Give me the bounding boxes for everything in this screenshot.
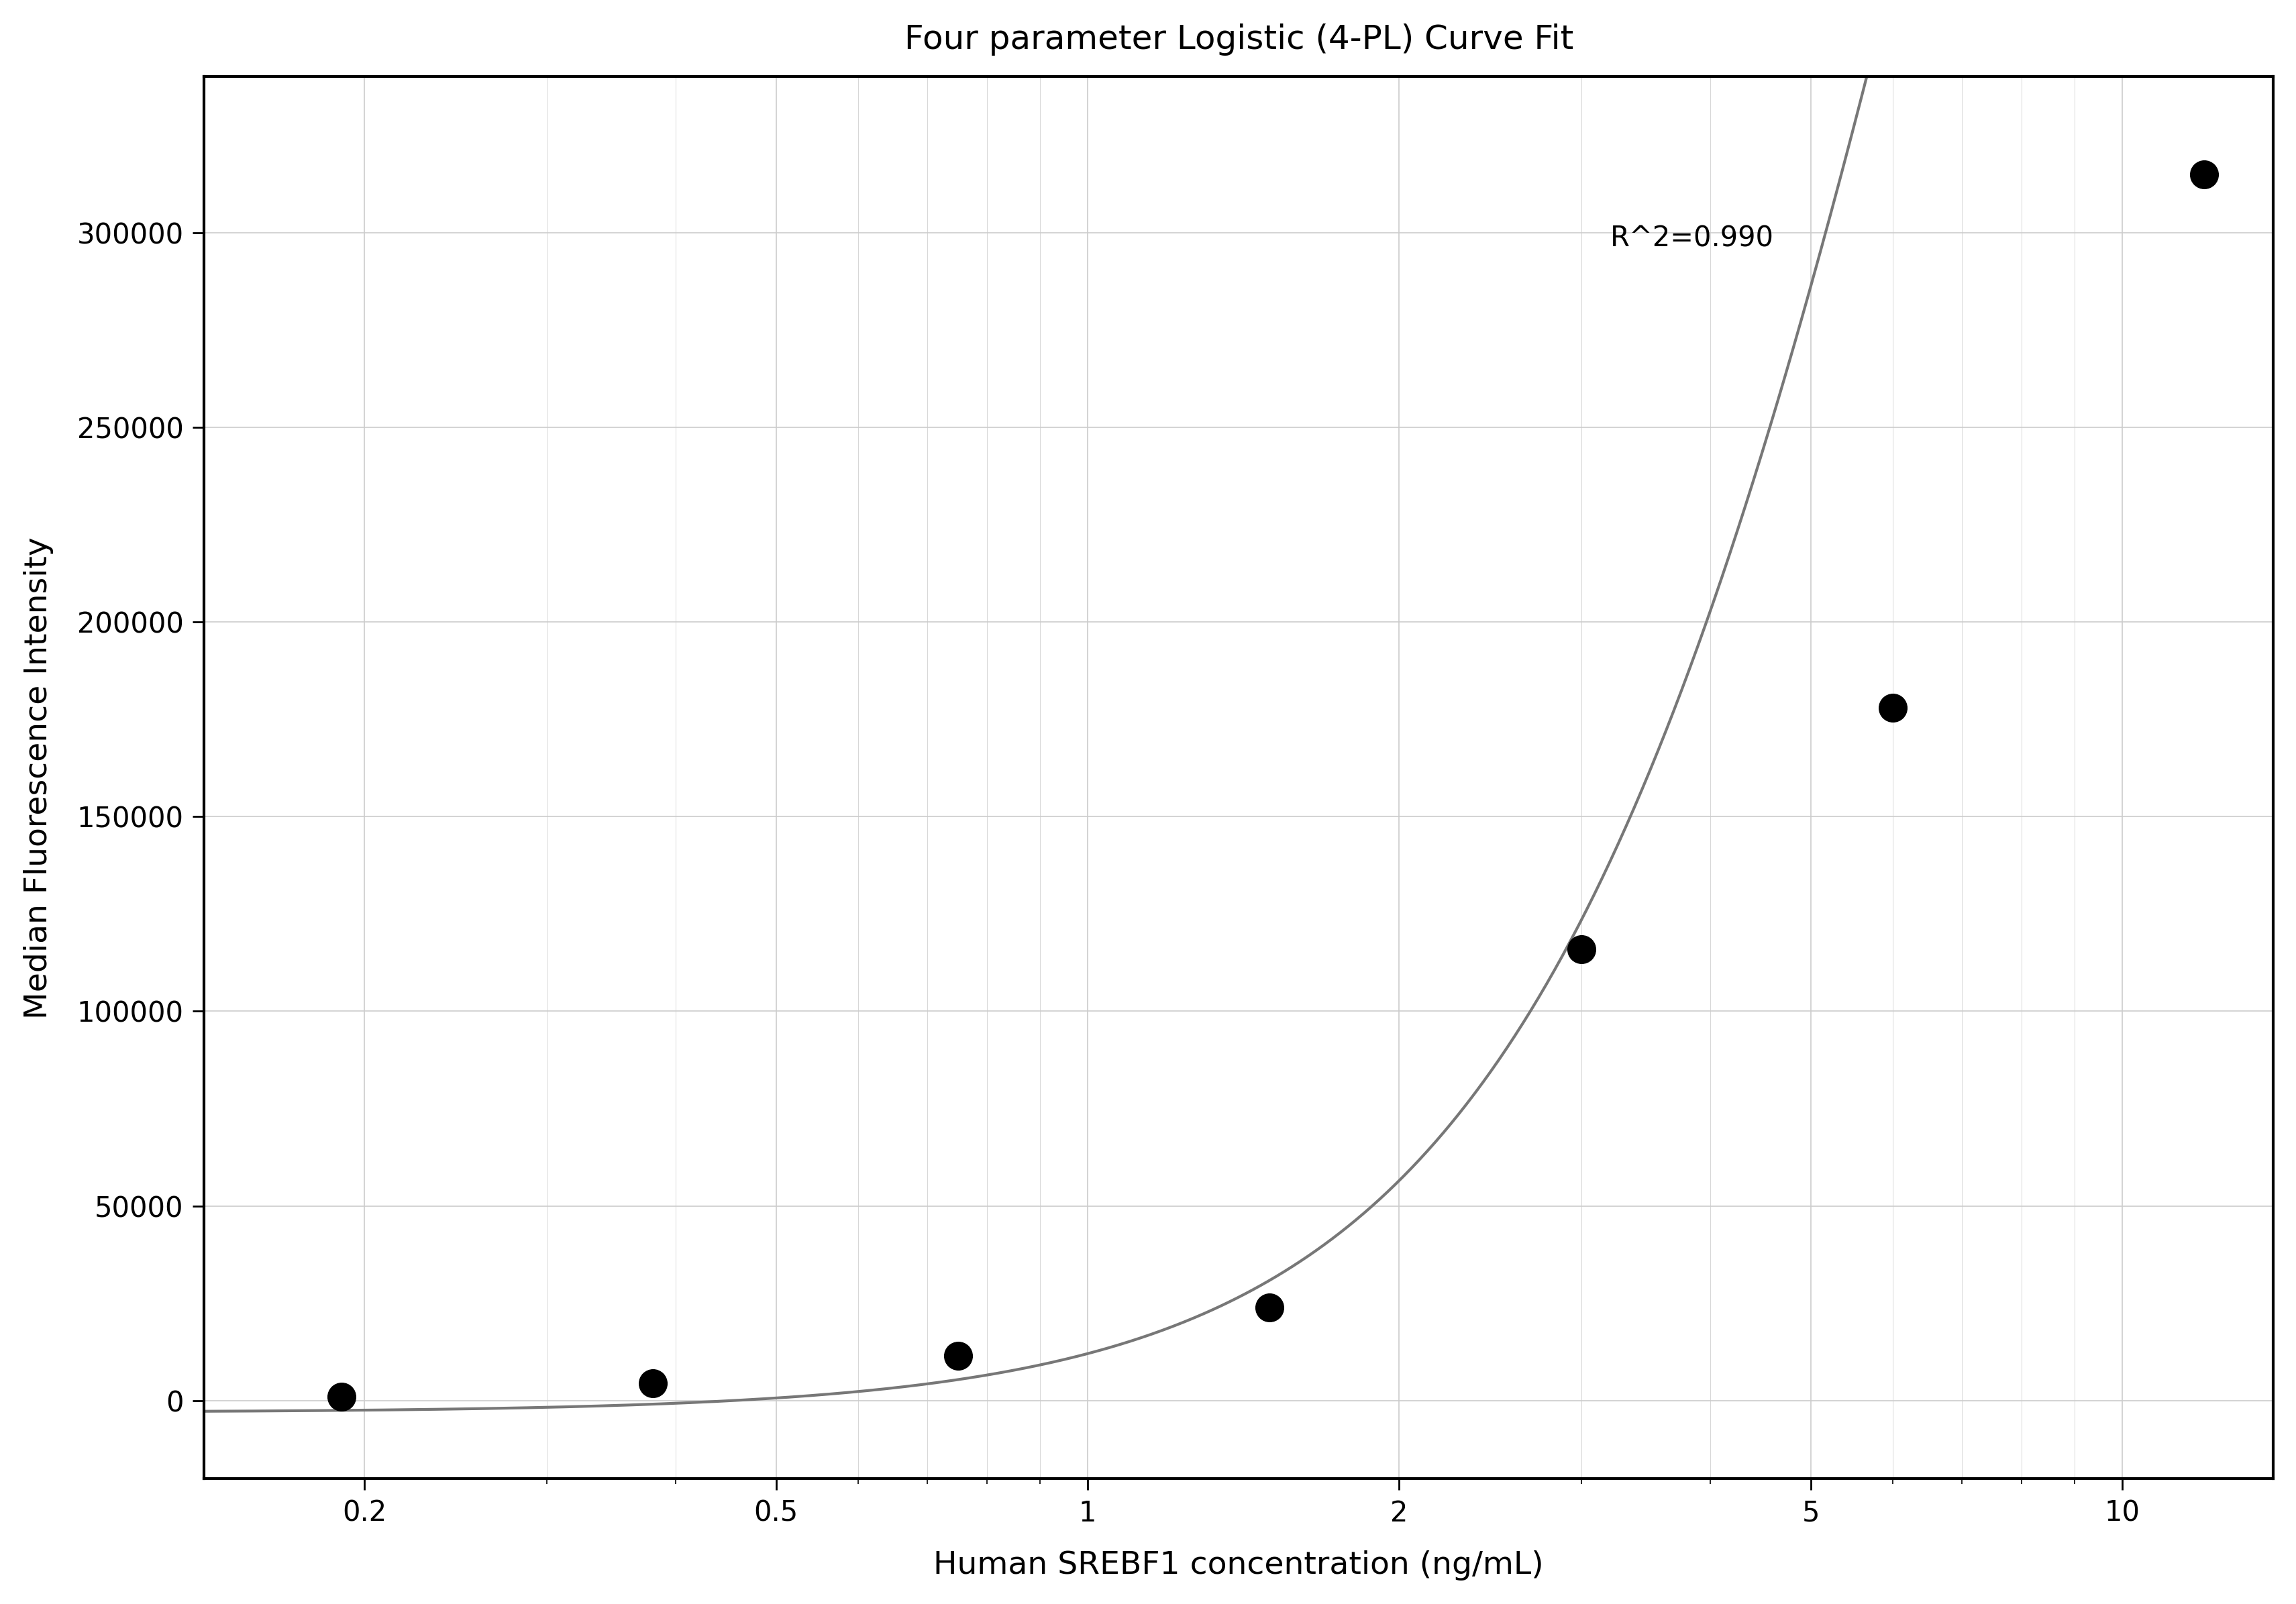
Point	[1874, 695, 1910, 720]
Point	[634, 1370, 670, 1395]
Point	[2186, 162, 2223, 188]
Title: Four parameter Logistic (4-PL) Curve Fit: Four parameter Logistic (4-PL) Curve Fit	[905, 24, 1573, 56]
Point	[1251, 1294, 1288, 1320]
Y-axis label: Median Fluorescence Intensity: Median Fluorescence Intensity	[23, 537, 53, 1019]
X-axis label: Human SREBF1 concentration (ng/mL): Human SREBF1 concentration (ng/mL)	[932, 1551, 1543, 1580]
Point	[324, 1384, 360, 1410]
Point	[939, 1343, 976, 1368]
Point	[1561, 937, 1598, 962]
Text: R^2=0.990: R^2=0.990	[1609, 225, 1773, 253]
